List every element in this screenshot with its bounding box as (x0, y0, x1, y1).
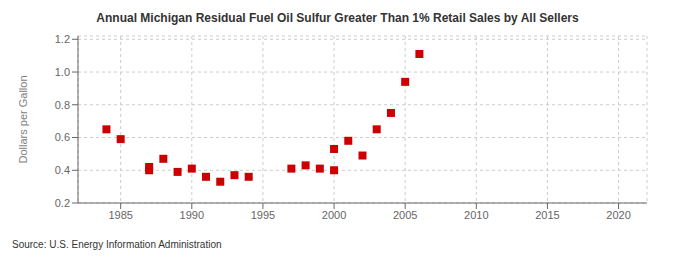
svg-text:2005: 2005 (393, 209, 417, 221)
svg-text:0.4: 0.4 (55, 164, 70, 176)
svg-text:2000: 2000 (322, 209, 346, 221)
svg-text:1990: 1990 (180, 209, 204, 221)
svg-text:1.0: 1.0 (55, 66, 70, 78)
svg-text:0.8: 0.8 (55, 99, 70, 111)
svg-text:2010: 2010 (464, 209, 488, 221)
svg-text:1.2: 1.2 (55, 33, 70, 45)
svg-text:0.2: 0.2 (55, 197, 70, 209)
svg-text:2015: 2015 (535, 209, 559, 221)
html-text:Source: U.S. Energy Informatio: Source: U.S. Energy Information Administ… (12, 239, 222, 250)
svg-text:1995: 1995 (251, 209, 275, 221)
svg-text:1985: 1985 (108, 209, 132, 221)
svg-text:2020: 2020 (606, 209, 630, 221)
html-text:Annual Michigan Residual Fuel: Annual Michigan Residual Fuel Oil Sulfur… (96, 11, 579, 25)
svg-text:0.6: 0.6 (55, 131, 70, 143)
svg-text:Dollars per Gallon: Dollars per Gallon (17, 75, 29, 163)
